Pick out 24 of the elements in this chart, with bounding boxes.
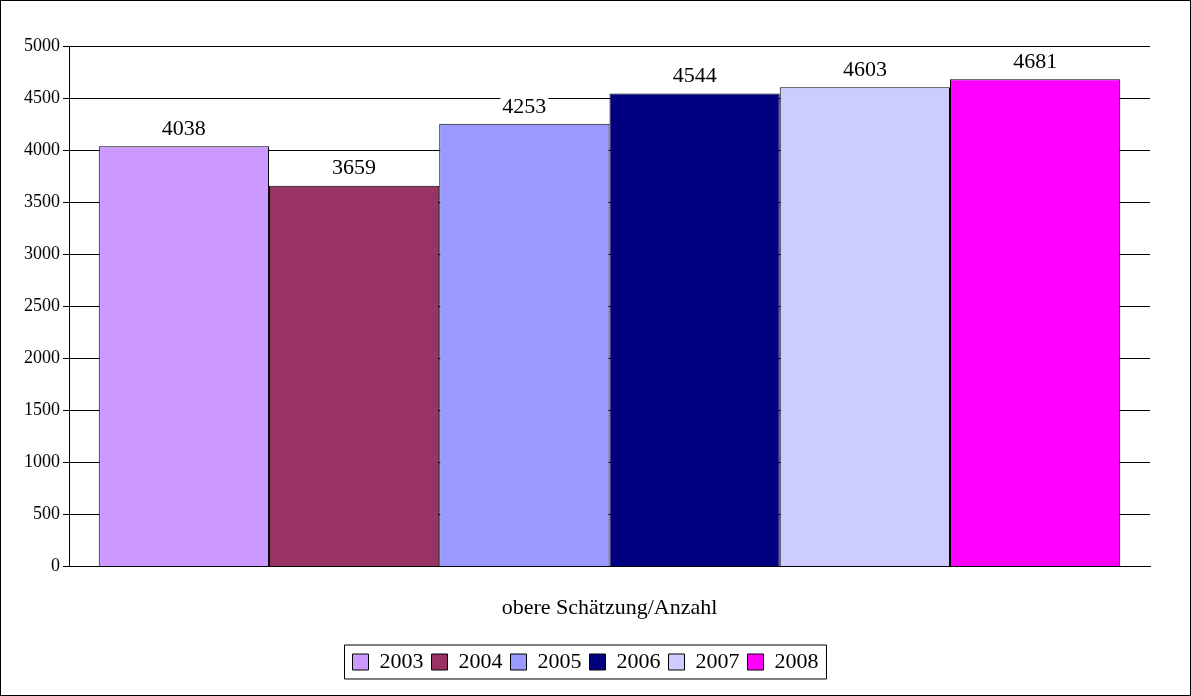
data-label: 4038 — [161, 114, 206, 140]
data-label: 3659 — [332, 154, 377, 180]
y-tick-label: 3000 — [24, 242, 60, 263]
legend-label: 2003 — [379, 647, 424, 673]
y-tick-label: 0 — [51, 555, 60, 576]
y-tick-label: 3500 — [24, 190, 60, 211]
x-tick-label: obere Schätzung/Anzahl — [501, 593, 718, 619]
legend-label: 2004 — [458, 647, 503, 673]
y-tick-label: 2000 — [24, 347, 60, 368]
y-tick-label: 1000 — [24, 451, 60, 472]
data-label: 4603 — [842, 56, 887, 82]
y-tick-label: 1500 — [24, 399, 60, 420]
y-tick-label: 2500 — [24, 295, 60, 316]
legend-label: 2005 — [537, 647, 582, 673]
y-tick-label: 4000 — [24, 138, 60, 159]
data-label: 4544 — [672, 62, 717, 88]
legend-label: 2007 — [695, 647, 740, 673]
y-tick-label: 4500 — [24, 86, 60, 107]
legend-label: 2006 — [616, 647, 661, 673]
y-tick-label: 500 — [33, 503, 60, 524]
y-tick-label: 5000 — [24, 34, 60, 55]
data-label: 4681 — [1013, 48, 1058, 73]
data-label: 4253 — [502, 92, 547, 118]
legend-label: 2008 — [774, 647, 819, 673]
